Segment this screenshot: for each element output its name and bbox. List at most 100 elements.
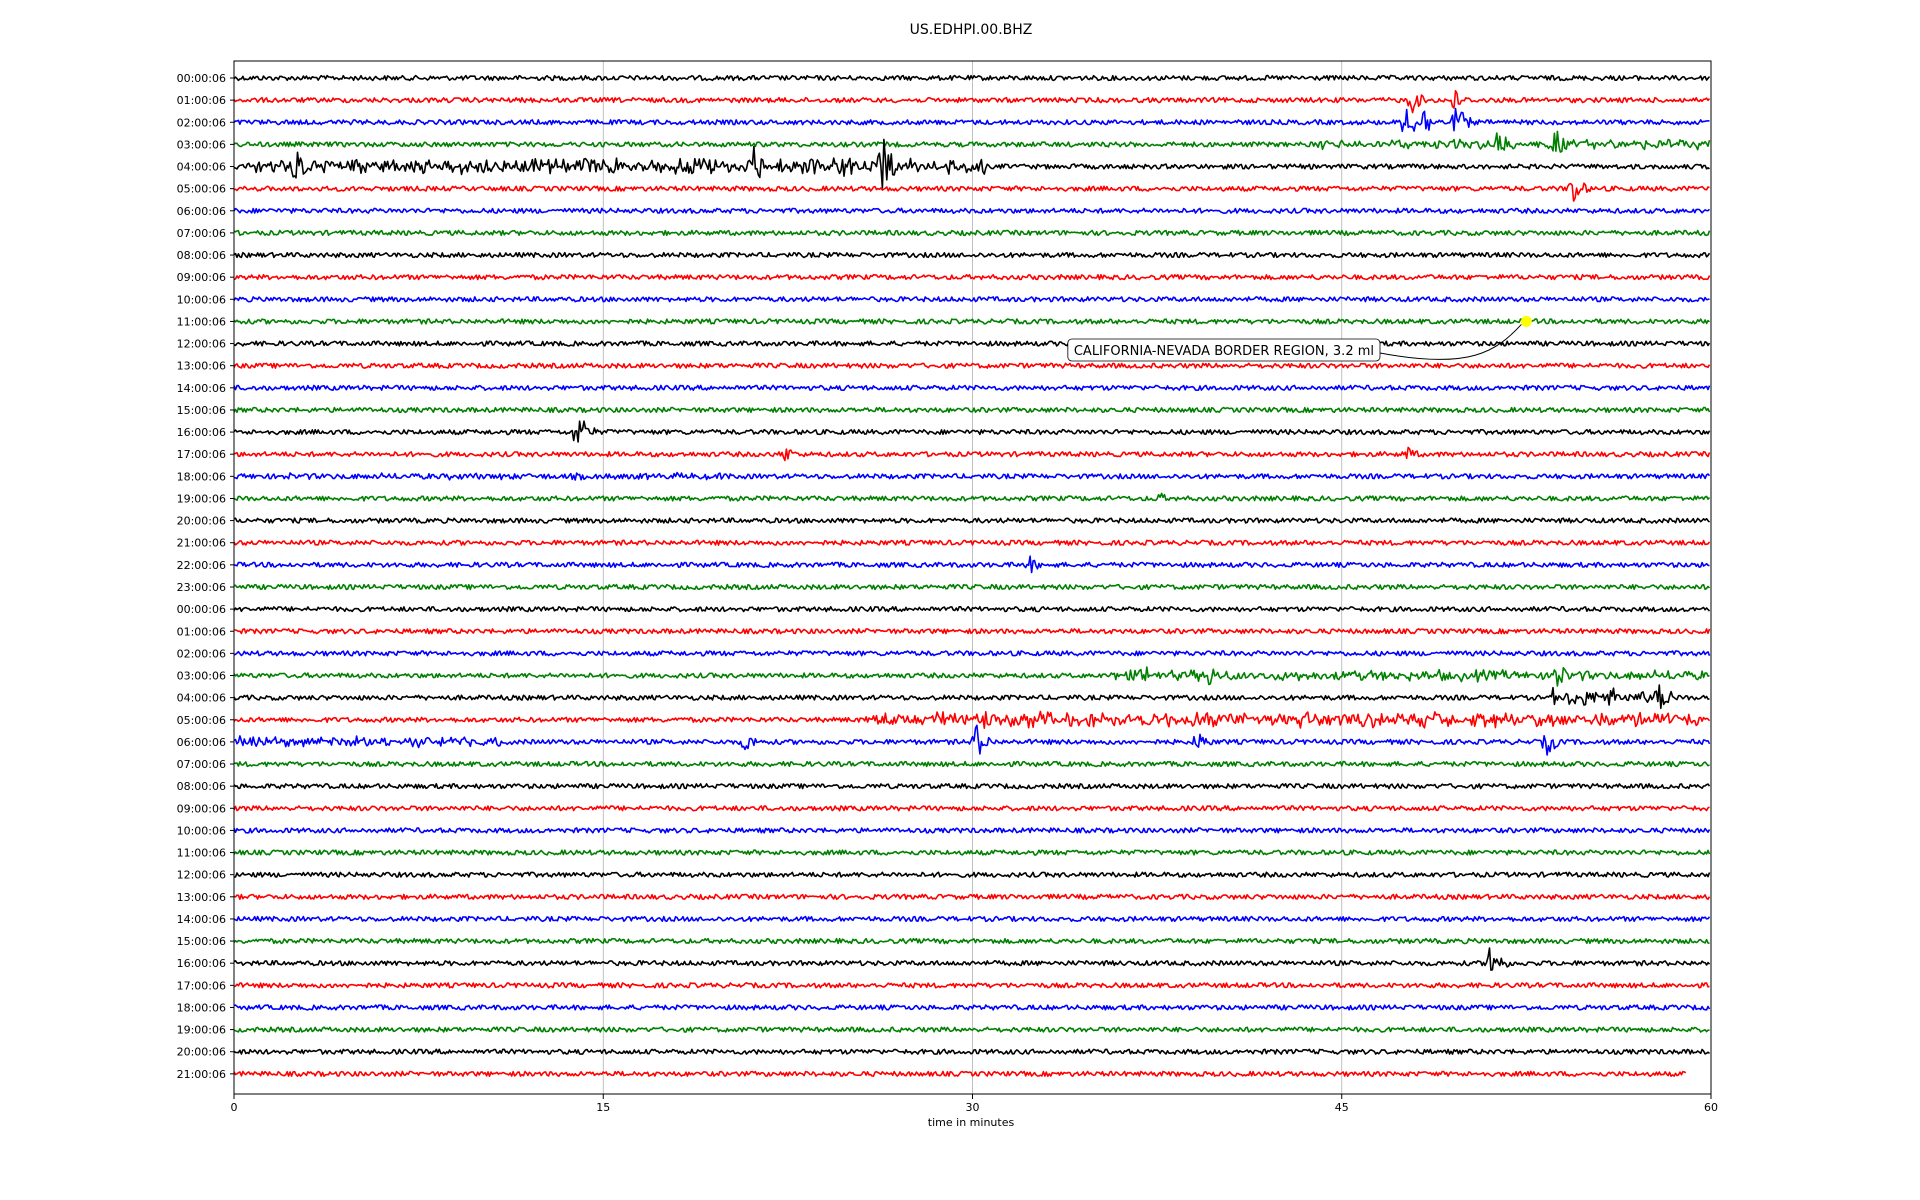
row-time-label: 14:00:06 xyxy=(177,382,226,395)
trace-row xyxy=(233,849,1711,856)
row-time-label: 22:00:06 xyxy=(177,559,226,572)
trace-row xyxy=(233,947,1711,971)
row-time-label: 11:00:06 xyxy=(177,315,226,328)
row-time-label: 20:00:06 xyxy=(177,1046,226,1059)
x-tick-label: 15 xyxy=(596,1101,610,1114)
trace-row xyxy=(233,446,1711,462)
trace-row xyxy=(233,555,1710,574)
row-time-label: 10:00:06 xyxy=(177,824,226,837)
trace-row xyxy=(233,107,1710,133)
trace-row xyxy=(233,805,1710,812)
row-time-label: 06:00:06 xyxy=(177,736,226,749)
trace-row xyxy=(233,1004,1711,1011)
trace-row xyxy=(233,296,1710,303)
trace-row xyxy=(233,340,1711,347)
trace-row xyxy=(233,384,1711,391)
row-time-label: 17:00:06 xyxy=(177,448,226,461)
x-tick-label: 30 xyxy=(966,1101,980,1114)
annotation-connector xyxy=(1379,324,1522,360)
row-time-label: 02:00:06 xyxy=(177,116,226,129)
x-axis-label: time in minutes xyxy=(928,1116,1015,1129)
chart-title: US.EDHPI.00.BHZ xyxy=(910,22,1033,38)
trace-row xyxy=(233,471,1711,481)
annotation-box xyxy=(1067,338,1381,362)
row-time-label: 03:00:06 xyxy=(177,670,226,683)
x-tick-label: 45 xyxy=(1335,1101,1349,1114)
trace-row xyxy=(233,605,1711,613)
row-time-label: 21:00:06 xyxy=(177,537,226,550)
row-time-label: 19:00:06 xyxy=(177,1024,226,1037)
row-time-label: 15:00:06 xyxy=(177,404,226,417)
event-marker-icon xyxy=(1520,315,1532,327)
trace-row xyxy=(233,90,1711,114)
trace-row xyxy=(233,539,1711,546)
row-time-label: 19:00:06 xyxy=(177,492,226,505)
trace-row xyxy=(233,251,1711,259)
row-time-label: 23:00:06 xyxy=(177,581,226,594)
row-time-label: 08:00:06 xyxy=(177,780,226,793)
row-time-label: 04:00:06 xyxy=(177,161,226,174)
trace-row xyxy=(233,760,1710,768)
row-time-label: 11:00:06 xyxy=(177,847,226,860)
row-time-label: 14:00:06 xyxy=(177,913,226,926)
row-time-label: 17:00:06 xyxy=(177,979,226,992)
row-time-label: 18:00:06 xyxy=(177,470,226,483)
trace-row xyxy=(233,517,1711,524)
row-time-label: 15:00:06 xyxy=(177,935,226,948)
row-time-label: 07:00:06 xyxy=(177,227,226,240)
row-time-label: 01:00:06 xyxy=(177,625,226,638)
row-time-label: 04:00:06 xyxy=(177,692,226,705)
row-time-label: 12:00:06 xyxy=(177,869,226,882)
trace-row xyxy=(233,710,1711,729)
trace-row xyxy=(233,666,1710,687)
trace-row xyxy=(233,583,1711,591)
trace-row xyxy=(233,492,1711,502)
trace-row xyxy=(233,871,1711,878)
row-time-label: 21:00:06 xyxy=(177,1068,226,1081)
trace-row xyxy=(233,138,1710,189)
trace-row xyxy=(233,982,1710,989)
plot-frame xyxy=(233,60,1712,1095)
seismic-traces xyxy=(233,74,1711,1077)
row-time-label: 00:00:06 xyxy=(177,603,226,616)
row-time-label: 13:00:06 xyxy=(177,360,226,373)
row-time-label: 09:00:06 xyxy=(177,802,226,815)
trace-row xyxy=(233,420,1711,443)
trace-row xyxy=(233,893,1711,900)
row-time-label: 12:00:06 xyxy=(177,338,226,351)
trace-row xyxy=(233,207,1711,214)
trace-row xyxy=(233,783,1711,790)
row-time-label: 16:00:06 xyxy=(177,426,226,439)
row-time-label: 08:00:06 xyxy=(177,249,226,262)
trace-row xyxy=(233,318,1710,325)
row-time-label: 09:00:06 xyxy=(177,271,226,284)
trace-row xyxy=(233,1070,1687,1077)
row-time-label: 01:00:06 xyxy=(177,94,226,107)
x-tick-label: 60 xyxy=(1704,1101,1718,1114)
row-time-label: 10:00:06 xyxy=(177,293,226,306)
trace-row xyxy=(233,362,1711,369)
trace-row xyxy=(233,650,1711,657)
trace-row xyxy=(233,182,1710,202)
row-time-label: 16:00:06 xyxy=(177,957,226,970)
row-time-label: 07:00:06 xyxy=(177,758,226,771)
trace-row xyxy=(233,915,1711,923)
trace-row xyxy=(233,827,1711,834)
x-axis-ticks: 0 15 30 45 60 xyxy=(231,1094,1718,1114)
trace-row xyxy=(233,229,1711,237)
row-time-label: 06:00:06 xyxy=(177,205,226,218)
trace-row xyxy=(233,684,1710,710)
trace-row xyxy=(233,937,1710,945)
row-time-label: 03:00:06 xyxy=(177,138,226,151)
row-time-label: 05:00:06 xyxy=(177,714,226,727)
trace-row xyxy=(233,406,1711,414)
row-time-label: 20:00:06 xyxy=(177,515,226,528)
row-labels: 00:00:06 01:00:06 02:00:06 03:00:06 04:00:06… xyxy=(177,72,234,1081)
row-time-label: 13:00:06 xyxy=(177,891,226,904)
trace-row xyxy=(233,1026,1710,1033)
row-time-label: 18:00:06 xyxy=(177,1001,226,1014)
row-time-label: 02:00:06 xyxy=(177,647,226,660)
x-tick-label: 0 xyxy=(231,1101,238,1114)
trace-row xyxy=(233,74,1711,82)
